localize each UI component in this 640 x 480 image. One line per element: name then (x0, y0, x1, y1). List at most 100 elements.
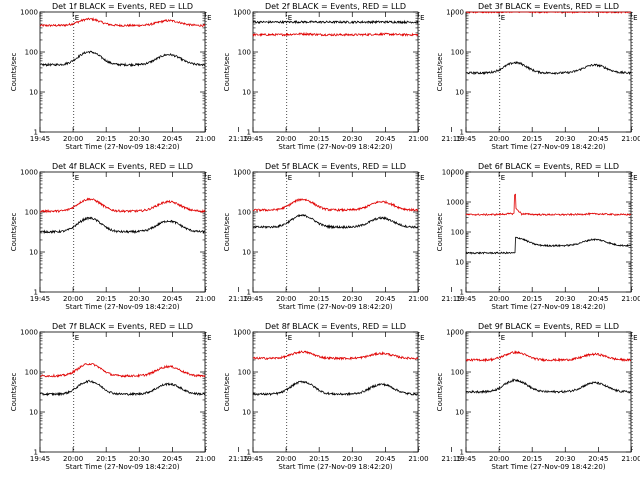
y-tick-label: 1 (34, 449, 38, 457)
x-tick-label: 21:00 (408, 295, 428, 303)
panel-title: Det 1f BLACK = Events, RED = LLD (52, 2, 193, 11)
plot-frame (39, 11, 206, 133)
marker-letter: E (207, 174, 211, 182)
x-tick-label: 20:15 (309, 135, 329, 143)
x-tick-label: 21:00 (195, 455, 215, 463)
x-tick-label: 20:45 (375, 295, 395, 303)
x-tick-label: 20:30 (129, 295, 149, 303)
x-tick-label: 20:15 (522, 455, 542, 463)
marker-letter: E (420, 174, 424, 182)
x-tick-label: 20:00 (276, 455, 296, 463)
y-axis-label: Counts/sec (436, 53, 444, 92)
x-tick-label: 19:45 (456, 135, 476, 143)
x-axis-label: Start Time (27-Nov-09 18:42:20) (278, 143, 392, 151)
x-tick-label: 21:15 (228, 455, 248, 463)
x-tick-label: 20:15 (522, 295, 542, 303)
y-tick-label: 10 (455, 89, 464, 97)
y-tick-label: 100 (451, 229, 464, 237)
x-tick-label: 20:45 (162, 295, 182, 303)
panel-title: Det 4f BLACK = Events, RED = LLD (52, 162, 193, 171)
x-tick-label: 19:45 (30, 135, 50, 143)
plot-frame (252, 11, 419, 133)
y-tick-label: 100 (25, 209, 38, 217)
y-tick-label: 100 (451, 369, 464, 377)
y-tick-label: 1000 (233, 9, 251, 17)
y-tick-label: 10 (29, 409, 38, 417)
marker-letter: E (501, 14, 505, 22)
y-axis-label: Counts/sec (436, 373, 444, 412)
x-axis-label: Start Time (27-Nov-09 18:42:20) (278, 463, 392, 471)
x-tick-label: 20:15 (96, 135, 116, 143)
lld-series-line (252, 31, 418, 38)
x-tick-label: 20:45 (162, 455, 182, 463)
plot-frame (465, 171, 632, 293)
x-axis-label: Start Time (27-Nov-09 18:42:20) (491, 463, 605, 471)
panel-5: Det 5f BLACK = Events, RED = LLD E E 1 10 100… (223, 162, 462, 311)
y-tick-label: 10 (455, 259, 464, 267)
x-axis-label: Start Time (27-Nov-09 18:42:20) (278, 303, 392, 311)
x-tick-label: 20:15 (309, 295, 329, 303)
y-axis-label: Counts/sec (223, 53, 231, 92)
marker-letter: E (633, 174, 637, 182)
x-tick-label: 21:00 (408, 455, 428, 463)
panel-6: Det 6f BLACK = Events, RED = LLD E E 1 10 100… (436, 162, 640, 311)
events-series-line (252, 19, 419, 25)
x-axis-label: Start Time (27-Nov-09 18:42:20) (65, 463, 179, 471)
y-tick-label: 100 (238, 209, 251, 217)
marker-letter: E (75, 14, 79, 22)
x-tick-label: 20:45 (588, 455, 608, 463)
x-tick-label: 20:30 (342, 295, 362, 303)
panel-9: Det 9f BLACK = Events, RED = LLD E E 1 10 100… (436, 322, 640, 471)
x-tick-label: 20:45 (588, 295, 608, 303)
x-tick-label: 20:45 (375, 135, 395, 143)
y-tick-label: 100 (25, 49, 38, 57)
x-tick-label: 21:15 (228, 135, 248, 143)
plot-frame (39, 171, 206, 293)
marker-letter: E (207, 14, 211, 22)
x-tick-label: 20:30 (342, 135, 362, 143)
y-tick-label: 10 (455, 409, 464, 417)
y-tick-label: 1 (34, 289, 38, 297)
events-series-line (252, 213, 419, 230)
plot-frame (39, 331, 206, 453)
marker-letter: E (288, 14, 292, 22)
marker-letter: E (75, 174, 79, 182)
events-series-line (466, 60, 632, 76)
x-tick-label: 19:45 (456, 295, 476, 303)
panel-title: Det 5f BLACK = Events, RED = LLD (265, 162, 406, 171)
y-tick-label: 100 (238, 369, 251, 377)
x-tick-label: 20:45 (375, 455, 395, 463)
panel-8: Det 8f BLACK = Events, RED = LLD E E 1 10 100… (223, 322, 462, 471)
marker-letter: E (501, 334, 505, 342)
marker-letter: E (420, 14, 424, 22)
plot-frame (465, 331, 632, 453)
events-series-line (39, 216, 206, 235)
y-tick-label: 1000 (20, 169, 38, 177)
marker-letter: E (75, 334, 79, 342)
panel-3: Det 3f BLACK = Events, RED = LLD E E 1 10 100… (436, 2, 640, 151)
x-axis-label: Start Time (27-Nov-09 18:42:20) (491, 303, 605, 311)
y-tick-label: 1 (247, 449, 251, 457)
x-tick-label: 20:15 (96, 295, 116, 303)
y-tick-label: 100 (238, 49, 251, 57)
x-tick-label: 20:00 (489, 455, 509, 463)
y-axis-label: Counts/sec (436, 213, 444, 252)
events-series-line (465, 378, 632, 395)
lld-series-line (39, 197, 206, 214)
y-tick-label: 1 (34, 129, 38, 137)
x-tick-label: 20:00 (63, 295, 83, 303)
x-tick-label: 21:15 (441, 295, 461, 303)
x-tick-label: 20:00 (489, 295, 509, 303)
y-tick-label: 1 (460, 129, 464, 137)
x-axis-label: Start Time (27-Nov-09 18:42:20) (491, 143, 605, 151)
y-tick-label: 1000 (20, 329, 38, 337)
y-tick-label: 10 (242, 409, 251, 417)
y-tick-label: 1000 (233, 169, 251, 177)
y-tick-label: 1000 (233, 329, 251, 337)
plot-frame (252, 171, 419, 293)
x-axis-label: Start Time (27-Nov-09 18:42:20) (65, 303, 179, 311)
y-tick-label: 10 (242, 249, 251, 257)
x-tick-label: 21:00 (621, 455, 640, 463)
marker-letter: E (501, 174, 505, 182)
marker-letter: E (420, 334, 424, 342)
